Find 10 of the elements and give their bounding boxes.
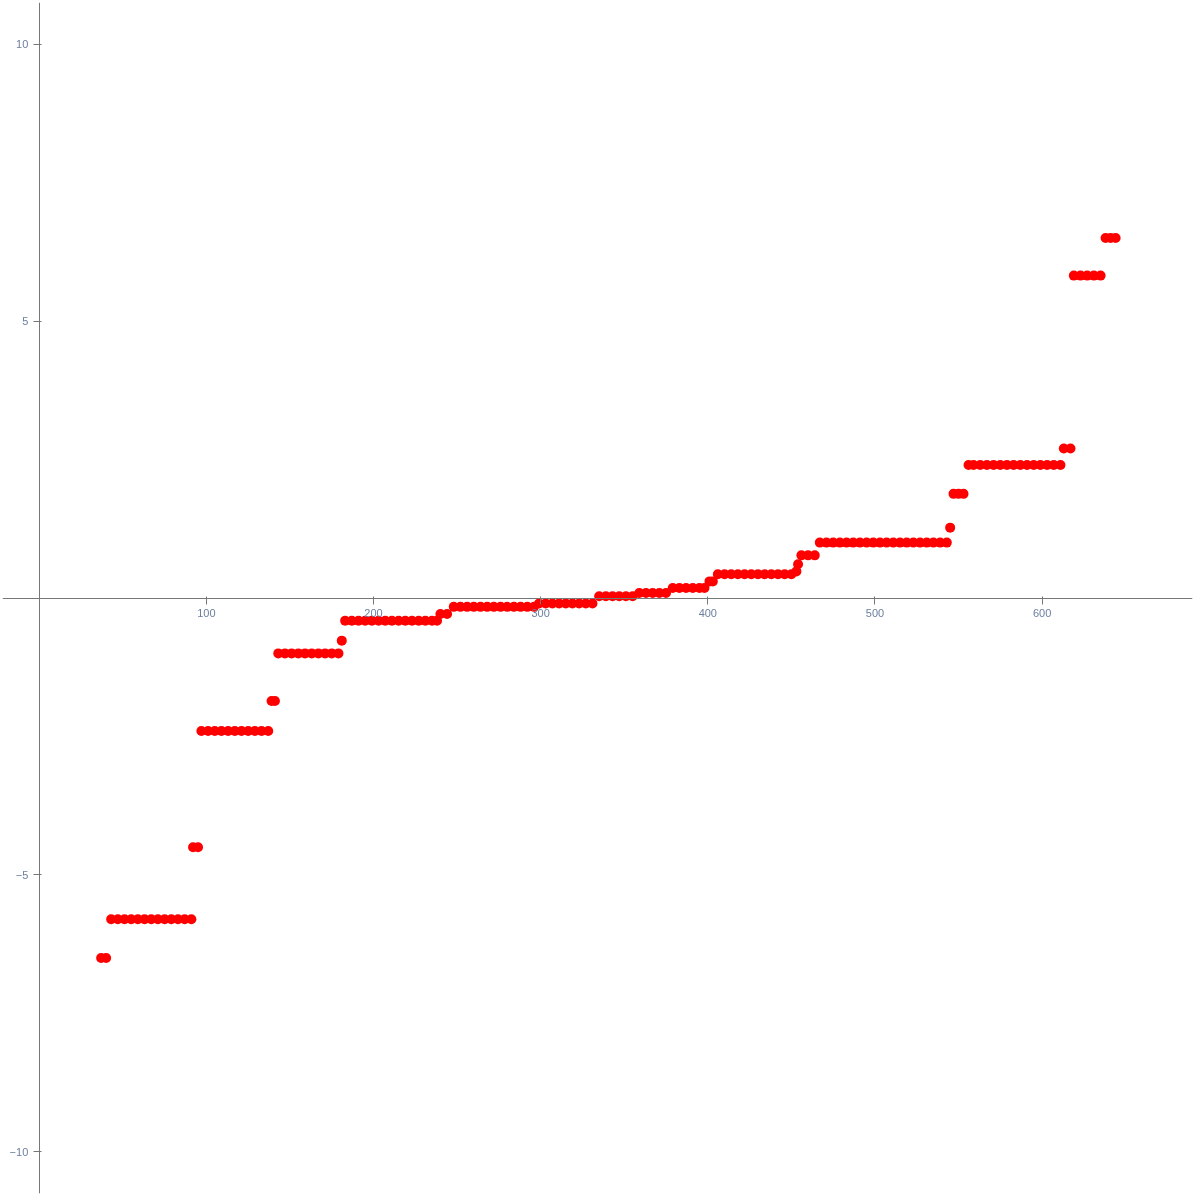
y-tick-label: −10 [9, 1145, 29, 1158]
x-tick-label: 400 [698, 607, 717, 619]
y-tick-label: −5 [15, 868, 29, 881]
x-tick-label: 100 [197, 607, 216, 619]
x-tick-label: 600 [1032, 607, 1052, 619]
x-tick-label: 300 [531, 607, 550, 619]
y-tick-label: 5 [22, 315, 29, 328]
x-tick-label: 200 [364, 607, 383, 619]
y-tick-label: 10 [16, 38, 29, 51]
x-tick-label: 500 [865, 607, 885, 619]
